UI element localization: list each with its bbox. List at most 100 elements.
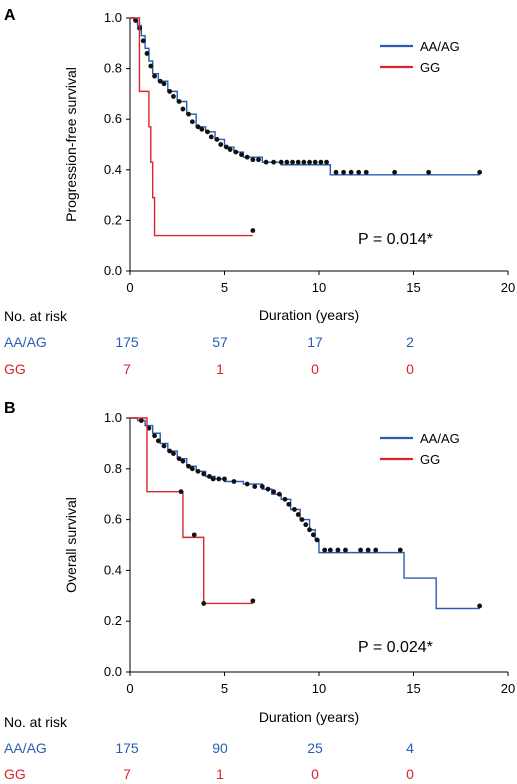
risk-count: 57 [212,334,228,350]
risk-count: 17 [307,334,323,350]
censor-point [356,169,362,175]
censor-point [161,81,167,87]
censor-point [307,159,312,165]
censor-point [138,418,144,423]
censor-point [208,134,214,140]
censor-point [303,522,309,528]
y-tick-label: 0.2 [104,212,122,227]
censor-point [307,527,312,533]
censor-point [256,157,261,163]
censor-point [477,603,483,609]
censor-point [201,471,207,477]
censor-point [133,18,139,23]
censor-point [171,94,176,99]
censor-point [358,547,363,553]
censor-point [244,154,250,160]
censor-point [167,448,173,454]
censor-point [214,137,220,142]
censor-point [210,476,216,482]
censor-point [343,547,348,553]
censor-point [299,517,305,522]
censor-point [250,228,256,233]
panel-letter: A [4,7,16,24]
censor-point [284,159,290,165]
censor-point [348,169,354,175]
censor-point [176,99,182,104]
risk-count: 0 [406,766,414,782]
censor-point [477,169,483,175]
y-tick-label: 0.4 [104,162,122,177]
x-tick-label: 5 [221,681,228,696]
x-tick-label: 10 [312,681,326,696]
censor-point [363,169,369,175]
x-tick-label: 15 [406,280,420,295]
censor-point [250,157,256,163]
censor-point [324,159,329,165]
risk-count: 1 [216,361,224,377]
censor-point [271,489,277,495]
censor-point [161,443,167,449]
risk-row-label: GG [4,361,26,377]
x-tick-label: 0 [126,681,133,696]
x-tick-label: 5 [221,280,228,295]
censor-point [333,169,339,175]
censor-point [278,159,284,165]
censor-point [392,169,397,175]
series-gg [130,17,256,237]
y-tick-label: 1.0 [104,410,122,425]
censor-point [263,159,269,165]
x-tick-label: 20 [501,280,515,295]
censor-point [205,129,210,135]
censor-point [259,484,265,489]
censor-point [286,501,292,507]
censor-point [223,144,229,150]
risk-count: 175 [115,740,139,756]
survival-curve-line [130,417,253,605]
risk-count: 175 [115,334,139,350]
censor-point [426,169,432,175]
censor-point [157,78,163,84]
censor-point [189,466,195,472]
censor-point [186,111,191,117]
legend-label: AA/AG [420,431,460,446]
p-value-annotation: P = 0.014* [358,231,433,248]
censor-point [195,124,201,130]
censor-point [140,38,146,44]
y-tick-label: 0.6 [104,111,122,126]
censor-point [233,149,239,155]
y-tick-label: 0.0 [104,664,122,679]
censor-point [195,468,201,474]
censor-point [301,159,307,165]
censor-point [335,547,341,553]
censor-point [244,481,250,487]
censor-point [144,51,150,56]
censor-point [152,433,157,439]
censor-point [318,159,324,165]
censor-point [171,451,176,456]
x-tick-label: 10 [312,280,326,295]
x-axis-label: Duration (years) [259,307,359,323]
censor-point [186,463,191,469]
censor-point [167,88,173,94]
censor-point [252,484,258,489]
censor-point [155,438,161,444]
risk-count: 0 [311,766,319,782]
panel-letter: B [4,400,16,417]
risk-count: 0 [311,361,319,377]
risk-row-label: AA/AG [4,334,47,350]
censor-point [201,601,207,606]
censor-point [231,479,237,484]
y-tick-label: 0.0 [104,263,122,278]
risk-count: 1 [216,766,224,782]
y-axis-label: Progression-free survival [63,67,79,222]
censor-point [239,152,244,158]
censor-point [250,598,256,604]
risk-table-title: No. at risk [4,308,68,324]
risk-count: 25 [307,740,323,756]
legend-label: GG [420,60,440,75]
censor-point [218,142,224,147]
censor-point [341,169,346,175]
censor-point [222,476,227,482]
censor-point [180,106,186,112]
